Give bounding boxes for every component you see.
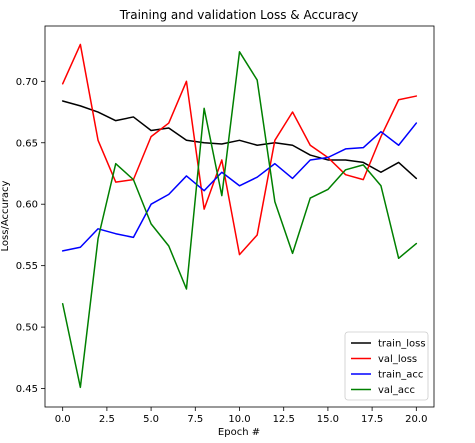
y-tick-label: 0.70 <box>16 77 38 88</box>
series-line-val-loss <box>61 43 418 256</box>
x-axis: 0.0 2.5 5.0 7.5 10.0 12.5 15.0 17.5 20.0 <box>55 407 427 425</box>
x-tick-label: 12.5 <box>273 414 295 425</box>
x-tick-label: 2.5 <box>99 414 115 425</box>
y-axis: 0.45 0.50 0.55 0.60 0.65 0.70 <box>16 77 45 395</box>
legend-label: val_loss <box>378 354 417 365</box>
legend-label: train_loss <box>378 339 426 350</box>
legend-label: train_acc <box>378 370 423 381</box>
series-line-val-acc <box>61 51 418 389</box>
x-tick-label: 0.0 <box>55 414 71 425</box>
y-axis-label: Loss/Accuracy <box>0 180 11 251</box>
x-tick-label: 10.0 <box>228 414 250 425</box>
series-line-train-loss <box>61 100 418 180</box>
y-tick-label: 0.55 <box>16 261 38 272</box>
y-tick-label: 0.50 <box>16 323 38 334</box>
series-line-train-acc <box>61 122 418 252</box>
x-tick-label: 15.0 <box>317 414 339 425</box>
x-tick-label: 7.5 <box>187 414 203 425</box>
y-tick-label: 0.45 <box>16 384 38 395</box>
x-axis-label: Epoch # <box>218 427 260 438</box>
y-tick-label: 0.65 <box>16 138 38 149</box>
y-tick-label: 0.60 <box>16 200 38 211</box>
chart-title: Training and validation Loss & Accuracy <box>119 8 359 22</box>
x-tick-label: 5.0 <box>143 414 159 425</box>
series-layer <box>61 43 418 389</box>
legend-box <box>344 331 429 401</box>
x-tick-label: 20.0 <box>405 414 427 425</box>
legend-label: val_acc <box>378 385 415 396</box>
x-tick-label: 17.5 <box>361 414 383 425</box>
legend: train_loss val_loss train_acc val_acc <box>344 331 429 401</box>
